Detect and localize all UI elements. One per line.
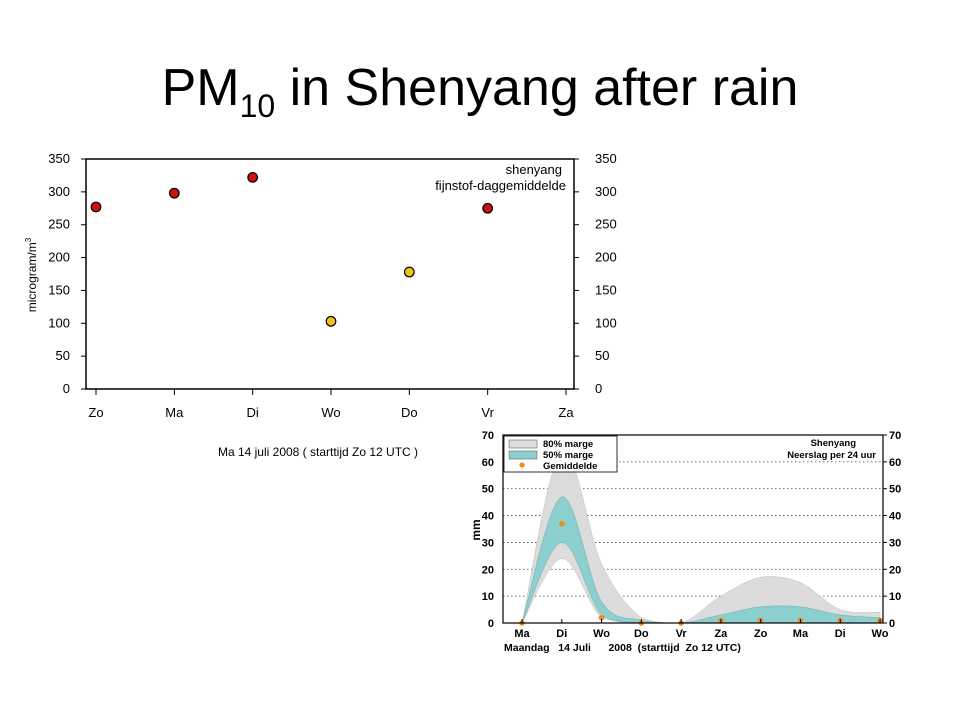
rain-caption: Maandag 14 Juli 2008 (starttijd Zo 12 UT… — [504, 642, 741, 654]
rain-xtick-label: Di — [835, 628, 846, 640]
rain-ytick-label-left: 10 — [482, 591, 494, 603]
rain-ytick-label-right: 0 — [889, 618, 895, 630]
pm10-ytick-label-left: 300 — [48, 184, 70, 199]
pm10-ytick-label-left: 250 — [48, 217, 70, 232]
rain-xtick-label: Di — [556, 628, 567, 640]
rain-title-measure: Neerslag per 24 uur — [787, 450, 876, 461]
rain-xtick-label: Wo — [593, 628, 610, 640]
pm10-ytick-label-right: 0 — [595, 381, 602, 396]
pm10-xtick-label: Zo — [88, 405, 103, 420]
rain-xtick-label: Zo — [754, 628, 768, 640]
rain-xtick-label: Ma — [514, 628, 530, 640]
rain-ytick-label-left: 50 — [482, 484, 494, 496]
pm10-xtick-label: Di — [247, 405, 259, 420]
rain-y-ticks-right: 70 60 50 40 30 20 10 0 — [883, 430, 901, 630]
rain-ytick-label-right: 60 — [889, 457, 901, 469]
rain-title-location: Shenyang — [811, 438, 857, 449]
pm10-annotation-location: shenyang — [506, 162, 562, 177]
slide-title: PM10 in Shenyang after rain — [0, 58, 960, 122]
pm10-ytick-label-left: 150 — [48, 282, 70, 297]
legend-label-50: 50% marge — [543, 450, 593, 461]
rain-xtick-label: Ma — [793, 628, 809, 640]
title-rest: in Shenyang after rain — [275, 59, 799, 117]
pm10-ylabel-sup: 3 — [24, 237, 33, 242]
pm10-ytick-label-left: 50 — [56, 348, 70, 363]
pm10-ytick-label-left: 200 — [48, 250, 70, 265]
title-subscript: 10 — [239, 88, 276, 124]
pm10-data-point — [403, 266, 415, 278]
pm10-plot-frame — [85, 158, 575, 390]
legend-label-mean: Gemiddelde — [543, 461, 597, 472]
pm10-annotation-measure: fijnstof-daggemiddelde — [435, 178, 566, 193]
pm10-ytick-label-left: 0 — [63, 381, 70, 396]
pm10-xtick-label: Ma — [165, 405, 184, 420]
rain-xtick-label: Do — [634, 628, 649, 640]
pm10-data-point — [168, 187, 180, 199]
pm10-data-point — [325, 315, 337, 327]
pm10-xtick-label: Vr — [481, 405, 494, 420]
rain-ytick-label-left: 0 — [488, 618, 494, 630]
pm10-caption: Ma 14 juli 2008 ( starttijd Zo 12 UTC ) — [218, 445, 418, 459]
pm10-xtick-label: Do — [401, 405, 418, 420]
rain-ytick-label-right: 70 — [889, 430, 901, 442]
rain-ytick-label-left: 40 — [482, 511, 494, 523]
pm10-ylabel-text: microgram/m — [25, 242, 39, 312]
pm10-ytick-label-right: 200 — [595, 250, 617, 265]
rain-ytick-label-right: 40 — [889, 511, 901, 523]
rain-ytick-label-left: 70 — [482, 430, 494, 442]
rain-x-ticks: Ma Di Wo Do Vr Za Zo Ma Di Wo — [514, 619, 889, 640]
pm10-ytick-label-left: 350 — [48, 151, 70, 166]
rain-xtick-label: Wo — [872, 628, 889, 640]
pm10-xtick-label: Wo — [321, 405, 340, 420]
rain-mean-point — [558, 520, 565, 527]
pm10-y-axis-label: microgram/m3 — [24, 237, 39, 312]
title-main: PM — [161, 59, 240, 117]
rain-ytick-label-left: 20 — [482, 564, 494, 576]
rain-ytick-label-right: 50 — [889, 484, 901, 496]
pm10-y-ticks-left: 350 300 250 200 150 100 50 0 — [48, 151, 86, 396]
rain-ytick-label-left: 30 — [482, 537, 494, 549]
pm10-ytick-label-right: 100 — [595, 315, 617, 330]
rain-ytick-label-right: 10 — [889, 591, 901, 603]
pm10-ytick-label-right: 350 — [595, 151, 617, 166]
legend-swatch-80 — [508, 439, 538, 449]
rain-y-ticks-left: 70 60 50 40 30 20 10 0 — [482, 430, 494, 630]
pm10-points — [90, 171, 494, 327]
rain-ytick-label-left: 60 — [482, 457, 494, 469]
pm10-ytick-label-right: 300 — [595, 184, 617, 199]
rain-xtick-label: Vr — [676, 628, 688, 640]
legend-label-80: 80% marge — [543, 439, 593, 450]
legend-swatch-mean — [519, 462, 525, 468]
rain-ytick-label-right: 30 — [889, 537, 901, 549]
rain-ytick-label-right: 20 — [889, 564, 901, 576]
rain-mean-point — [598, 614, 605, 621]
pm10-ytick-label-right: 150 — [595, 282, 617, 297]
rain-legend: 80% marge 50% marge Gemiddelde — [503, 435, 618, 473]
pm10-x-ticks: Zo Ma Di Wo Do Vr Za — [88, 389, 574, 420]
pm10-y-ticks-right: 350 300 250 200 150 100 50 0 — [574, 151, 617, 396]
pm10-data-point — [482, 202, 494, 214]
pm10-ytick-label-right: 250 — [595, 217, 617, 232]
rain-plot-frame — [502, 434, 884, 624]
rain-xtick-label: Za — [714, 628, 728, 640]
pm10-xtick-label: Za — [558, 405, 574, 420]
pm10-ytick-label-left: 100 — [48, 315, 70, 330]
rain-y-axis-label: mm — [469, 519, 483, 540]
pm10-data-point — [247, 171, 259, 183]
pm10-ytick-label-right: 50 — [595, 348, 609, 363]
legend-swatch-50 — [508, 450, 538, 460]
pm10-data-point — [90, 201, 102, 213]
